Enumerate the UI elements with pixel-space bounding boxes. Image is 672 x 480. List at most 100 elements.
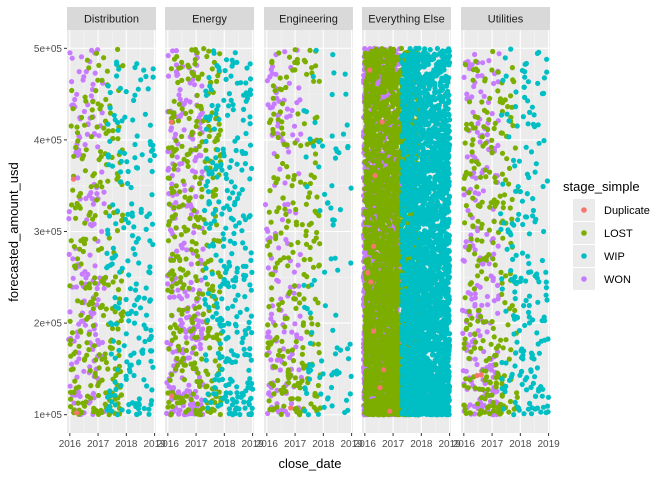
- data-point: [230, 60, 236, 66]
- data-point: [116, 66, 122, 72]
- data-point: [150, 74, 156, 80]
- data-point: [239, 187, 245, 193]
- data-point: [211, 218, 217, 224]
- data-point: [113, 321, 119, 327]
- data-point: [125, 180, 131, 187]
- data-point: [250, 386, 256, 392]
- data-point: [274, 357, 280, 363]
- data-point: [105, 227, 111, 233]
- data-point: [248, 257, 254, 263]
- data-point: [293, 344, 299, 350]
- data-point: [277, 367, 283, 373]
- data-point: [226, 406, 232, 412]
- data-point: [298, 131, 304, 137]
- data-point: [94, 197, 100, 203]
- data-point: [182, 289, 188, 295]
- data-point: [103, 359, 109, 366]
- data-point: [277, 75, 283, 81]
- data-point: [286, 80, 292, 86]
- data-point: [264, 226, 270, 232]
- facet-strip: [165, 7, 254, 30]
- data-point: [219, 211, 225, 217]
- data-point: [74, 334, 80, 340]
- data-point: [268, 285, 275, 291]
- data-point: [214, 174, 220, 180]
- data-point: [105, 152, 111, 158]
- data-point: [329, 403, 335, 409]
- data-point: [127, 310, 133, 317]
- data-point: [217, 341, 223, 347]
- data-point: [180, 267, 186, 273]
- data-point: [188, 279, 194, 286]
- data-point: [71, 244, 77, 250]
- data-point: [246, 411, 252, 417]
- data-point: [198, 257, 204, 263]
- data-point: [94, 183, 100, 189]
- data-point: [207, 127, 213, 133]
- data-point: [242, 405, 248, 411]
- data-point: [288, 405, 294, 411]
- data-point: [116, 347, 122, 353]
- data-point: [209, 66, 215, 72]
- data-point: [285, 263, 291, 269]
- data-point: [83, 195, 89, 202]
- data-point: [210, 314, 216, 320]
- data-point: [179, 396, 185, 402]
- data-point: [264, 78, 270, 84]
- data-point: [272, 322, 278, 328]
- data-point: [268, 311, 275, 317]
- data-point: [181, 240, 187, 246]
- data-point: [212, 138, 218, 144]
- data-point: [75, 298, 81, 304]
- data-point: [220, 328, 226, 335]
- data-point: [105, 121, 111, 127]
- data-point: [246, 90, 252, 96]
- data-point: [230, 303, 236, 309]
- data-point: [194, 92, 200, 98]
- data-point: [219, 317, 225, 323]
- data-point: [133, 403, 139, 410]
- data-point: [185, 76, 191, 82]
- data-point: [187, 99, 193, 105]
- data-point: [345, 407, 351, 413]
- data-point: [74, 410, 80, 416]
- data-point: [231, 284, 237, 290]
- data-point: [289, 329, 295, 335]
- data-point: [141, 405, 147, 412]
- data-point: [214, 304, 220, 310]
- data-point: [96, 62, 102, 68]
- data-point: [67, 283, 73, 289]
- data-point: [178, 322, 184, 328]
- data-point: [150, 66, 156, 72]
- data-point: [124, 359, 130, 365]
- data-point: [102, 351, 108, 357]
- data-point: [308, 315, 314, 321]
- data-point: [185, 306, 191, 312]
- data-point: [289, 183, 295, 189]
- data-point: [79, 114, 85, 121]
- data-point: [217, 51, 223, 57]
- data-point: [69, 79, 75, 85]
- data-point: [298, 143, 304, 149]
- data-point: [307, 340, 313, 346]
- data-point: [188, 247, 194, 253]
- data-point: [105, 282, 111, 288]
- data-point: [289, 400, 295, 407]
- data-point: [192, 305, 198, 312]
- data-point: [266, 209, 272, 215]
- data-point: [168, 411, 174, 417]
- data-point: [304, 329, 310, 335]
- data-point: [311, 78, 317, 84]
- data-point: [193, 47, 199, 54]
- data-point: [129, 210, 135, 216]
- data-point: [110, 128, 116, 134]
- data-point: [214, 78, 220, 84]
- data-point: [309, 65, 315, 71]
- data-point: [312, 151, 319, 157]
- data-point: [301, 108, 307, 114]
- data-point: [112, 274, 119, 280]
- data-point: [172, 234, 178, 240]
- data-point: [283, 74, 290, 80]
- data-point: [173, 146, 179, 152]
- data-point: [266, 119, 273, 126]
